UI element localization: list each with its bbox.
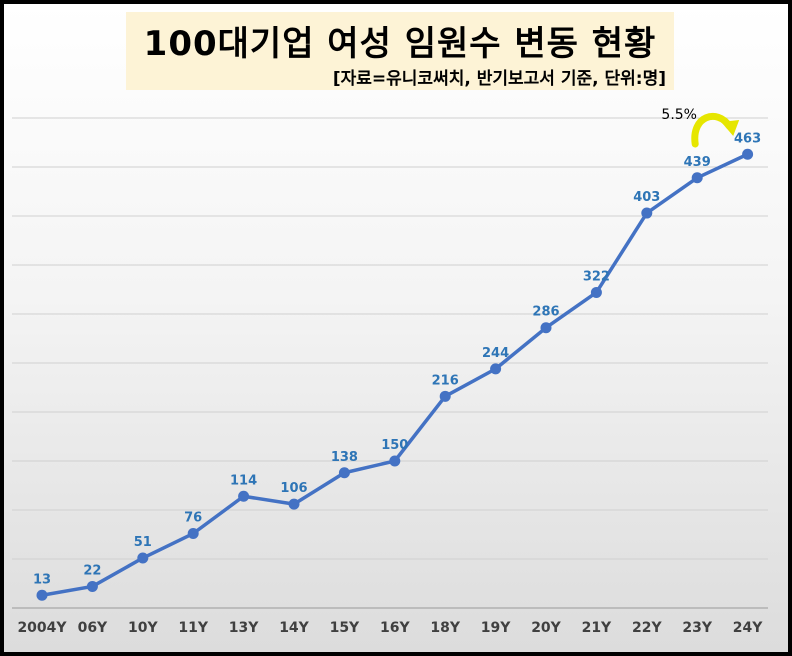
data-label: 150: [381, 438, 408, 453]
data-point: [742, 148, 754, 160]
data-point: [590, 286, 602, 298]
series-polyline: [41, 152, 749, 597]
data-point: [86, 580, 98, 592]
data-label: 51: [134, 535, 152, 550]
data-point: [36, 589, 48, 601]
series-line: [41, 152, 749, 597]
data-point: [389, 455, 401, 467]
x-tick-label: 2004Y: [17, 620, 67, 636]
growth-annotation: 5.5%: [661, 107, 740, 148]
x-tick-label: 18Y: [430, 620, 460, 636]
x-tick-label: 14Y: [279, 620, 309, 636]
data-points: [36, 148, 754, 601]
chart-frame: 100대기업 여성 임원수 변동 현황 [자료=유니코써치, 반기보고서 기준,…: [4, 4, 788, 652]
data-labels: 13 22 51 76 114 106 138 150 216 244 286 322 403 439 46…: [33, 131, 761, 587]
data-point: [137, 552, 149, 564]
data-label: 114: [230, 473, 257, 488]
data-point: [338, 467, 350, 479]
x-tick-label: 16Y: [380, 620, 410, 636]
x-tick-label: 24Y: [733, 620, 763, 636]
data-label: 22: [83, 563, 101, 578]
x-tick-label: 19Y: [481, 620, 511, 636]
x-tick-label: 15Y: [330, 620, 360, 636]
data-label: 76: [184, 511, 202, 526]
data-point: [187, 528, 199, 540]
data-point: [288, 498, 300, 510]
x-tick-label: 06Y: [78, 620, 108, 636]
chart-title: 100대기업 여성 임원수 변동 현황: [143, 24, 657, 64]
gridlines: [12, 117, 768, 560]
chart-subtitle: [자료=유니코써치, 반기보고서 기준, 단위:명]: [332, 69, 666, 89]
data-point: [490, 363, 502, 375]
title-box: 100대기업 여성 임원수 변동 현황 [자료=유니코써치, 반기보고서 기준,…: [126, 12, 674, 90]
data-label: 463: [734, 131, 761, 146]
data-point: [641, 207, 653, 219]
data-label: 286: [532, 305, 559, 320]
data-label: 439: [684, 155, 711, 170]
x-tick-label: 21Y: [582, 620, 612, 636]
data-point: [540, 322, 552, 334]
x-tick-label: 20Y: [531, 620, 561, 636]
x-tick-labels: 2004Y 06Y 10Y 11Y 13Y 14Y 15Y 16Y 18Y 19Y 20Y 21Y 22…: [17, 620, 763, 636]
data-label: 106: [280, 481, 307, 496]
data-point: [238, 490, 250, 502]
data-point: [439, 390, 451, 402]
x-tick-label: 22Y: [632, 620, 662, 636]
data-label: 244: [482, 346, 509, 361]
line-chart: 13 22 51 76 114 106 138 150 216 244 286 322 403 439 46…: [12, 107, 768, 636]
data-label: 13: [33, 572, 51, 587]
data-label: 322: [583, 269, 610, 284]
x-tick-label: 10Y: [128, 620, 158, 636]
x-tick-label: 13Y: [229, 620, 259, 636]
arrow-head-icon: [721, 120, 740, 136]
data-label: 138: [331, 450, 358, 465]
growth-rate-label: 5.5%: [661, 107, 697, 123]
data-label: 216: [432, 373, 459, 388]
data-point: [691, 172, 703, 184]
data-label: 403: [633, 190, 660, 205]
curved-arrow-icon: [691, 112, 733, 148]
x-tick-label: 23Y: [682, 620, 712, 636]
x-tick-label: 11Y: [178, 620, 208, 636]
